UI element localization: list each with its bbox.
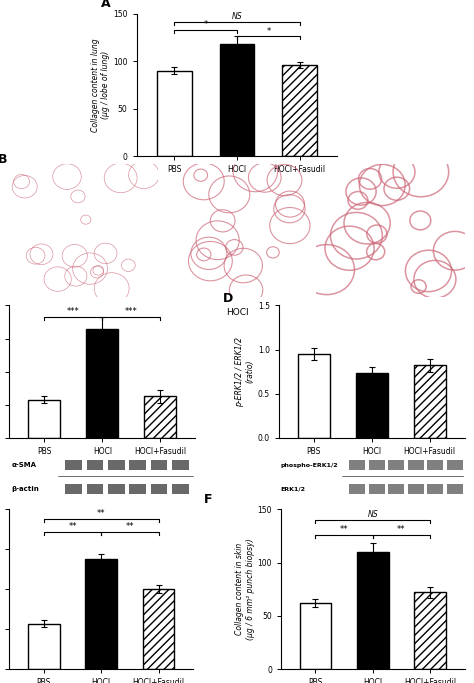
Text: *: * bbox=[266, 27, 271, 36]
Bar bbox=[428, 460, 443, 471]
Text: HOCl + Fasudil: HOCl + Fasudil bbox=[356, 308, 424, 317]
Text: ***: *** bbox=[125, 307, 138, 316]
Bar bbox=[28, 400, 60, 438]
Text: *: * bbox=[203, 20, 208, 29]
Text: A: A bbox=[100, 0, 110, 10]
Bar bbox=[108, 460, 125, 471]
Bar bbox=[172, 484, 189, 494]
Bar bbox=[414, 592, 446, 669]
Bar bbox=[388, 460, 404, 471]
Bar bbox=[87, 484, 103, 494]
Text: **: ** bbox=[340, 525, 348, 534]
Bar bbox=[408, 460, 424, 471]
Bar bbox=[428, 484, 443, 494]
Y-axis label: Collagen content in lung
(µg / lobe of lung): Collagen content in lung (µg / lobe of l… bbox=[91, 38, 110, 132]
Text: β-actin: β-actin bbox=[11, 486, 39, 492]
Bar bbox=[108, 484, 125, 494]
Bar bbox=[369, 484, 385, 494]
Bar bbox=[357, 552, 389, 669]
Bar bbox=[85, 559, 117, 669]
Bar bbox=[143, 589, 174, 669]
Text: **: ** bbox=[126, 522, 134, 531]
Bar bbox=[349, 460, 365, 471]
Bar bbox=[220, 44, 254, 156]
Text: **: ** bbox=[97, 509, 106, 518]
Bar bbox=[87, 460, 103, 471]
Bar bbox=[28, 624, 60, 669]
Text: HOCl: HOCl bbox=[226, 308, 248, 317]
Bar bbox=[447, 460, 463, 471]
Text: NS: NS bbox=[232, 12, 242, 21]
Text: **: ** bbox=[68, 522, 77, 531]
Bar bbox=[356, 372, 388, 438]
Bar bbox=[157, 70, 191, 156]
Text: ***: *** bbox=[67, 307, 80, 316]
Bar bbox=[145, 396, 176, 438]
Bar bbox=[414, 365, 446, 438]
Bar bbox=[86, 329, 118, 438]
Text: PBS: PBS bbox=[75, 308, 92, 317]
Text: F: F bbox=[204, 493, 212, 506]
Bar bbox=[151, 484, 167, 494]
Text: α-SMA: α-SMA bbox=[11, 462, 36, 469]
Bar bbox=[369, 460, 385, 471]
Bar bbox=[300, 603, 331, 669]
Bar bbox=[408, 484, 424, 494]
Text: **: ** bbox=[397, 525, 406, 534]
Y-axis label: Collagen content in skin
(µg / 6 mm² punch biopsy): Collagen content in skin (µg / 6 mm² pun… bbox=[235, 538, 255, 640]
Bar bbox=[388, 484, 404, 494]
Bar bbox=[65, 460, 82, 471]
Bar bbox=[129, 460, 146, 471]
Bar bbox=[298, 354, 329, 438]
Bar bbox=[447, 484, 463, 494]
Bar bbox=[129, 484, 146, 494]
Bar bbox=[151, 460, 167, 471]
Text: D: D bbox=[223, 292, 233, 305]
Text: NS: NS bbox=[367, 510, 378, 519]
Bar bbox=[65, 484, 82, 494]
Text: B: B bbox=[0, 153, 7, 166]
Bar bbox=[283, 65, 317, 156]
Y-axis label: p-ERK1/2 / ERK1/2
(ratio): p-ERK1/2 / ERK1/2 (ratio) bbox=[236, 337, 255, 406]
Bar bbox=[349, 484, 365, 494]
Text: ERK1/2: ERK1/2 bbox=[281, 486, 306, 491]
Bar bbox=[172, 460, 189, 471]
Text: phospho-ERK1/2: phospho-ERK1/2 bbox=[281, 463, 338, 468]
